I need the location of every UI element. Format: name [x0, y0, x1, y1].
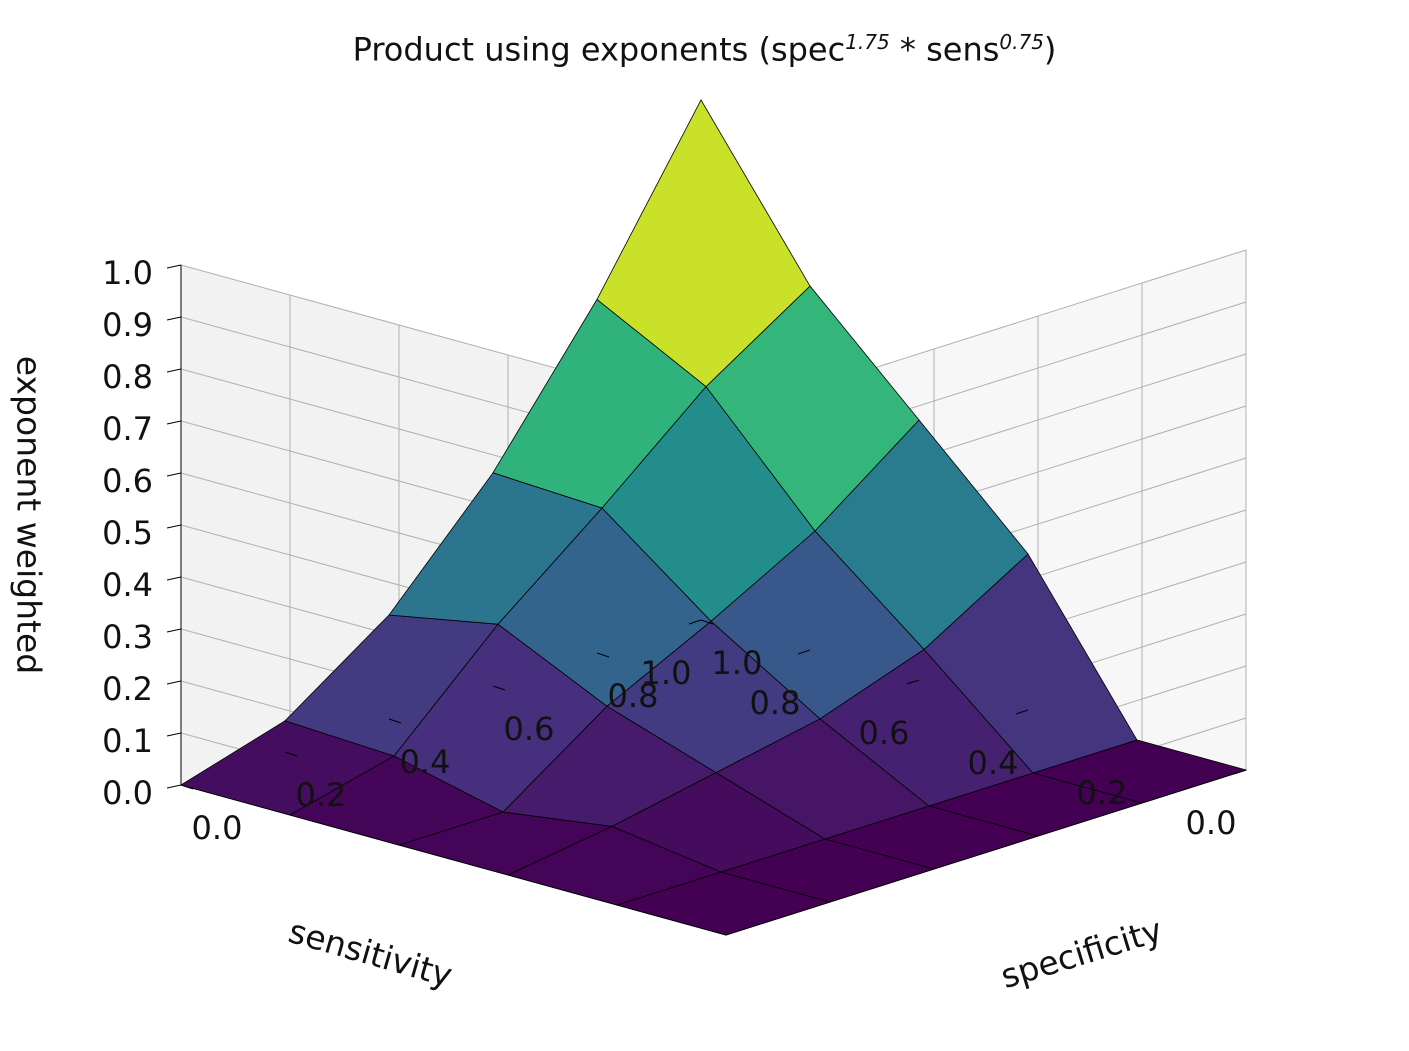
z-tick-mark: [166, 680, 182, 685]
x-tick-mark: [180, 784, 194, 790]
title-text: Product using exponents (spec: [352, 30, 846, 69]
title-closing: ): [1043, 30, 1057, 69]
z-tick-mark: [166, 524, 182, 529]
y-tick-mark: [688, 619, 702, 625]
x-tick-label: 0.8: [608, 677, 659, 715]
z-tick-mark: [166, 628, 182, 633]
y-tick-mark: [797, 649, 811, 655]
y-tick-label: 1.0: [641, 654, 692, 692]
z-tick-label: 0.5: [102, 514, 153, 552]
x-tick-mark: [596, 652, 610, 658]
y-axis-label: sensitivity: [284, 911, 456, 995]
z-tick-label: 0.8: [102, 358, 153, 396]
tick-labels: 0.00.20.40.60.81.00.00.20.40.60.81.00.00…: [102, 254, 1247, 847]
x-axis-label: specificity: [996, 910, 1166, 996]
surface-patch: [596, 99, 811, 388]
y-tick-mark: [1124, 739, 1138, 745]
x-tick-label: 1.0: [712, 644, 763, 682]
x-tick-mark: [492, 685, 506, 691]
z-tick-label: 0.3: [102, 618, 153, 656]
z-axis-label: exponent weighted: [10, 356, 49, 674]
x-tick-mark: [284, 751, 298, 757]
y-tick-label: 0.8: [750, 684, 801, 722]
z-tick-label: 0.9: [102, 306, 153, 344]
z-tick-label: 0.4: [102, 566, 153, 604]
z-tick-mark: [166, 420, 182, 425]
z-tick-label: 1.0: [102, 254, 153, 292]
z-tick-mark: [166, 368, 182, 373]
spec-exponent: 1.75: [845, 30, 890, 54]
y-tick-mark: [906, 679, 920, 685]
y-tick-label: 0.0: [1186, 804, 1237, 842]
sens-exponent: 0.75: [999, 30, 1044, 54]
y-tick-label: 0.6: [859, 714, 910, 752]
y-tick-label: 0.2: [1077, 774, 1128, 812]
z-tick-mark: [166, 576, 182, 581]
chart-title: Product using exponents (spec1.75 * sens…: [0, 30, 1409, 69]
x-tick-label: 0.0: [192, 809, 243, 847]
x-tick-label: 0.2: [296, 776, 347, 814]
z-tick-label: 0.7: [102, 410, 153, 448]
z-tick-mark: [166, 784, 182, 789]
z-tick-mark: [166, 316, 182, 321]
sens-label: sens: [926, 30, 1000, 69]
z-tick-label: 0.0: [102, 774, 153, 812]
y-tick-mark: [1015, 709, 1029, 715]
title-operator: *: [899, 30, 916, 69]
x-tick-label: 0.4: [400, 743, 451, 781]
z-tick-mark: [166, 732, 182, 737]
x-tick-label: 0.6: [504, 710, 555, 748]
z-tick-label: 0.1: [102, 722, 153, 760]
z-tick-label: 0.2: [102, 670, 153, 708]
x-tick-mark: [700, 619, 714, 625]
z-tick-label: 0.6: [102, 462, 153, 500]
y-tick-label: 0.4: [968, 744, 1019, 782]
x-tick-mark: [388, 718, 402, 724]
y-tick-mark: [1233, 769, 1247, 775]
surface-mesh: [180, 99, 1248, 936]
z-tick-mark: [166, 264, 182, 269]
z-tick-mark: [166, 472, 182, 477]
